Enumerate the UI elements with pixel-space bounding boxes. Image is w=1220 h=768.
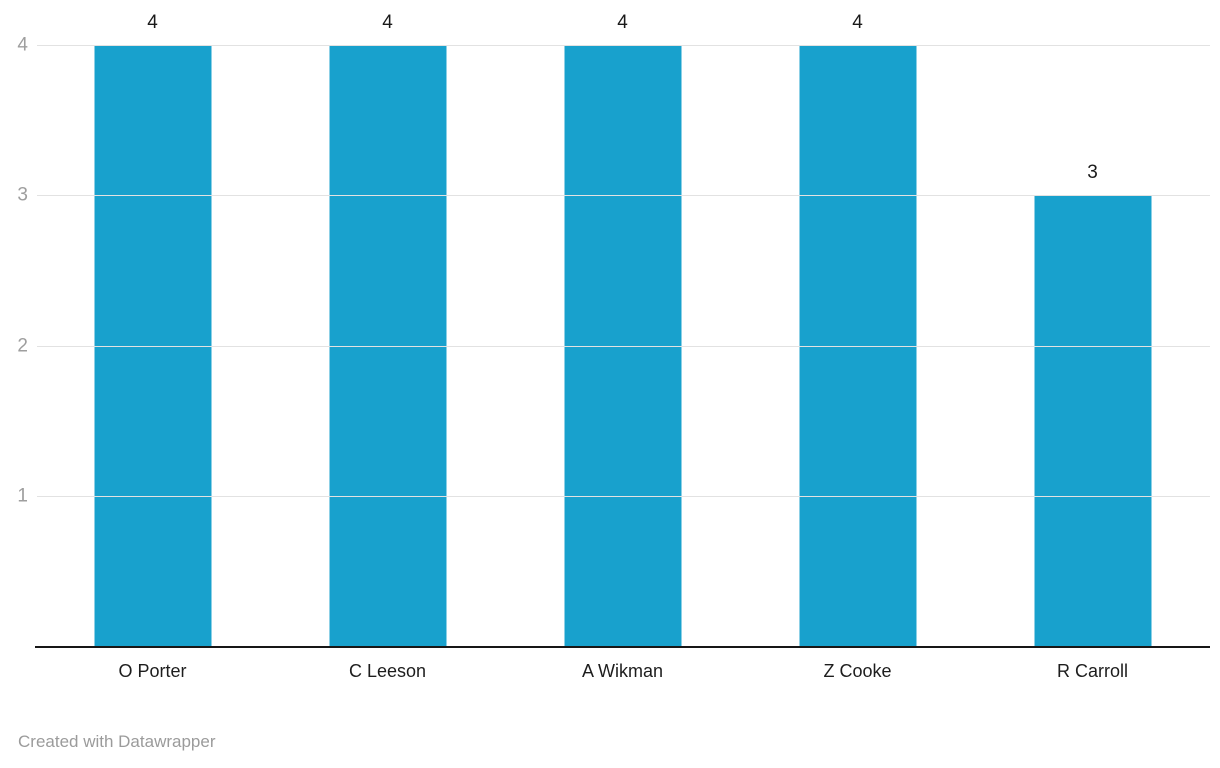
- x-axis-label: A Wikman: [581, 661, 664, 681]
- gridline-y-1: [37, 495, 1210, 497]
- bar-column: 3: [975, 45, 1210, 646]
- y-tick-label-1: 1: [17, 485, 28, 507]
- bar: [1034, 195, 1151, 646]
- datawrapper-attribution-link[interactable]: Created with Datawrapper: [18, 732, 216, 751]
- bar-value-label: 4: [382, 12, 393, 33]
- x-axis-label: O Porter: [118, 661, 187, 681]
- x-axis-label: C Leeson: [348, 661, 427, 681]
- x-axis-label: Z Cooke: [823, 661, 892, 681]
- plot-area: 4 4 4 4 3 1 2 3 4: [17, 13, 1210, 648]
- y-tick-label-2: 2: [17, 335, 28, 356]
- gridline-y-3: [37, 195, 1210, 197]
- gridline-y-2: [37, 345, 1210, 347]
- x-axis-labels: O Porter C Leeson A Wikman Z Cooke R Carroll: [35, 647, 1210, 683]
- x-axis-label: R Carroll: [1056, 661, 1128, 681]
- bar-value-label: 4: [617, 12, 628, 33]
- bar-value-label: 3: [1087, 162, 1098, 184]
- gridline-y-4: [37, 45, 1210, 46]
- y-tick-label-3: 3: [17, 184, 28, 206]
- y-tick-label-4: 4: [17, 34, 28, 56]
- bar-value-label: 4: [147, 12, 158, 33]
- bar-value-label: 4: [852, 12, 863, 33]
